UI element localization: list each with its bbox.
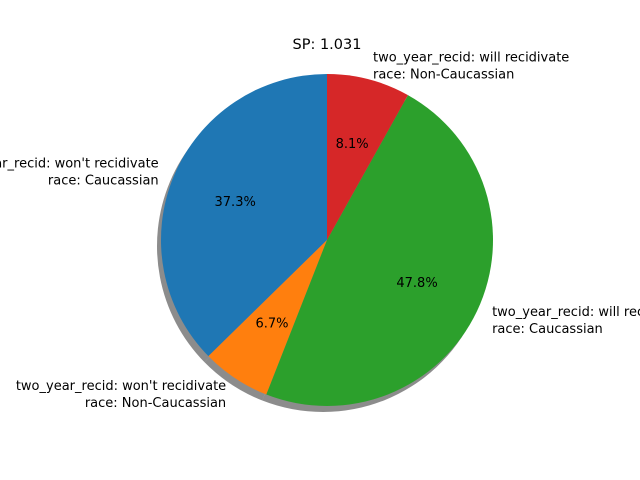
pie-slice-label: two_year_recid: will recidivate race: Cau… bbox=[492, 305, 640, 337]
pie-slice-label-line: two_year_recid: will recidivate bbox=[373, 50, 569, 65]
pie-slice-label-line: race: Caucassian bbox=[492, 322, 603, 337]
chart-title: SP: 1.031 bbox=[293, 37, 362, 53]
pie-slice-label-line: two_year_recid: won't recidivate bbox=[16, 379, 226, 394]
pie-slice-label-line: two_year_recid: won't recidivate bbox=[0, 156, 159, 171]
pie-slice bbox=[327, 74, 408, 240]
pie-slice-label-line: race: Non-Caucassian bbox=[373, 67, 514, 82]
pie-slice-percent-label: 37.3% bbox=[215, 195, 256, 210]
pie-slice bbox=[160, 74, 327, 357]
pie-slice-label: two_year_recid: will recidivate race: Non… bbox=[373, 50, 569, 82]
pie-slice-label-line: two_year_recid: will recidivate bbox=[492, 305, 640, 320]
pie-slice bbox=[208, 240, 327, 395]
pie-slice-percent-label: 6.7% bbox=[255, 317, 288, 332]
pie-slice-label-line: race: Caucassian bbox=[48, 173, 159, 188]
pie-slice-label-line: race: Non-Caucassian bbox=[85, 396, 226, 411]
pie-slice bbox=[266, 95, 493, 406]
pie-slice-percent-label: 47.8% bbox=[396, 276, 437, 291]
pie-slice-percent-label: 8.1% bbox=[336, 137, 369, 152]
pie-slice-label: two_year_recid: won't recidivate race: Ca… bbox=[0, 156, 159, 188]
pie-slice-label: two_year_recid: won't recidivate race: No… bbox=[16, 379, 226, 411]
